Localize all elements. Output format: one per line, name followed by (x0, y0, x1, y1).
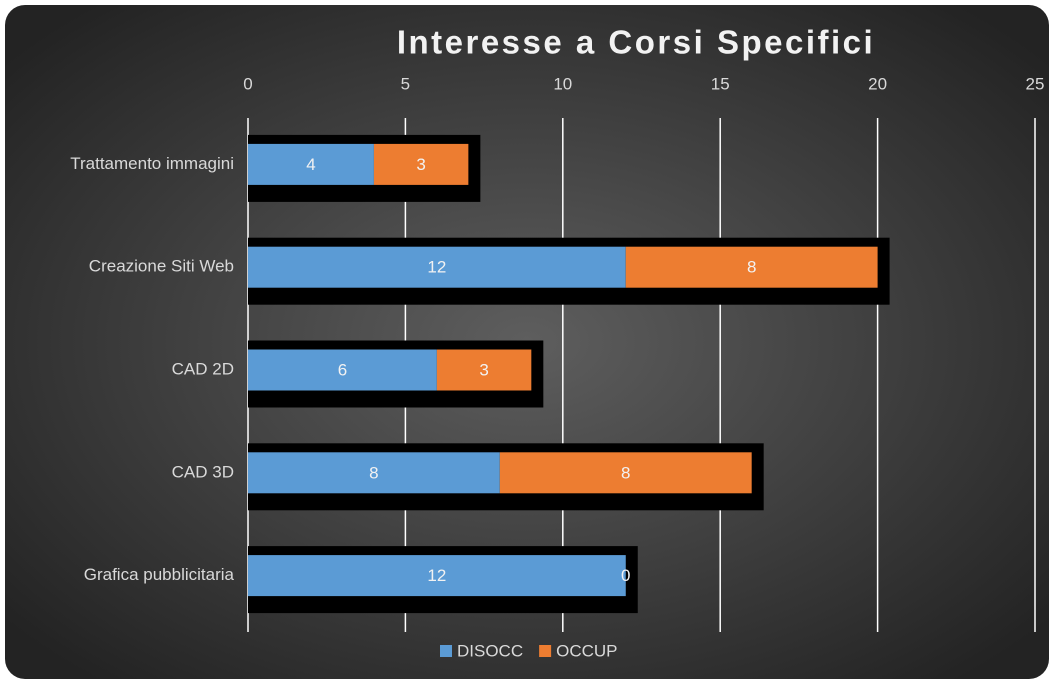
data-label: 8 (747, 258, 756, 277)
x-tick-label: 0 (243, 74, 252, 93)
data-label: 4 (306, 155, 315, 174)
bar (499, 452, 752, 494)
x-tick-label: 15 (711, 74, 730, 93)
bar (248, 349, 437, 391)
x-tick-label: 20 (868, 74, 887, 93)
legend-swatch (440, 645, 452, 657)
y-tick-label: Grafica pubblicitaria (84, 565, 235, 584)
data-label: 6 (338, 360, 347, 379)
bar (625, 246, 878, 288)
data-label: 0 (621, 566, 630, 585)
y-tick-label: Trattamento immagini (70, 154, 234, 173)
data-label: 8 (369, 463, 378, 482)
legend-swatch (539, 645, 552, 657)
chart-title: Interesse a Corsi Specifici (397, 24, 875, 61)
x-tick-label: 10 (553, 74, 572, 93)
data-label: 12 (427, 566, 446, 585)
bar (373, 143, 469, 185)
x-tick-label: 25 (1026, 74, 1045, 93)
data-label: 3 (416, 155, 425, 174)
legend-label: OCCUP (556, 641, 617, 660)
x-tick-label: 5 (401, 74, 410, 93)
bar (248, 246, 626, 288)
data-label: 12 (427, 258, 446, 277)
bar (248, 143, 374, 185)
bar (436, 349, 532, 391)
legend-label: DISOCC (457, 641, 523, 660)
y-tick-label: CAD 3D (172, 462, 234, 481)
y-tick-label: CAD 2D (172, 359, 234, 378)
bar (248, 555, 626, 597)
data-label: 3 (479, 360, 488, 379)
data-label: 8 (621, 463, 630, 482)
y-tick-label: Creazione Siti Web (89, 257, 234, 276)
bar (248, 452, 500, 494)
